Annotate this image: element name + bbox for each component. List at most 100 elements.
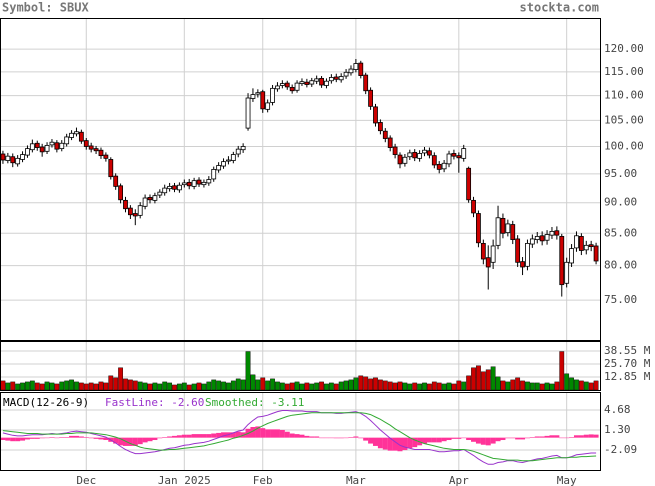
macd-histogram-bar [304,435,310,438]
volume-bar [574,379,579,391]
x-tick-label: Jan 2025 [158,474,211,486]
candle-body [147,197,153,201]
candle-body [196,179,202,185]
macd-histogram-bar [461,437,467,439]
macd-histogram-bar [426,437,432,443]
macd-histogram-bar [299,434,305,438]
macd-histogram-bar [569,437,575,438]
candle-body [191,180,197,187]
candle-body [314,78,320,82]
candle-body [240,146,246,151]
candle-body [324,80,329,86]
candle-body [382,130,388,139]
volume-bar [314,382,320,391]
volume-bar [226,382,231,391]
macd-histogram-bar [387,437,393,451]
macd-histogram-bar [39,437,45,439]
macd-histogram-bar [377,437,383,449]
candle-body [373,106,378,124]
candle-body [358,62,364,76]
volume-bar [221,381,226,391]
volume-bar [20,382,25,391]
volume-bar [373,377,378,391]
volume-bar [181,382,187,391]
candle-body [539,235,545,242]
candle-body [265,102,271,110]
macd-histogram-bar [294,434,300,438]
macd-histogram-bar [593,434,599,438]
x-tick-label: May [557,474,577,486]
macd-histogram-bar [255,426,261,438]
macd-histogram-bar [270,429,276,438]
candle-body [495,217,501,246]
volume-bar [113,377,119,391]
candle-body [544,234,550,241]
volume-bar [480,371,486,391]
macd-histogram-bar [289,433,295,438]
candle-body [328,77,334,82]
candle-body [0,153,6,161]
candle-body [343,71,349,77]
volume-bar [324,383,329,391]
macd-histogram-bar [34,437,40,439]
macd-histogram-bar [549,435,555,438]
volume-bar [500,380,506,391]
macd-histogram-bar [353,436,359,438]
candle-body [137,205,143,216]
panel-frame [0,18,601,341]
volume-bar [554,381,560,391]
candle-body [211,168,217,180]
volume-bar [353,377,359,391]
macd-histogram-bar [69,435,75,438]
candle-body [466,167,472,201]
candle-body [309,80,315,85]
candle-body [93,148,99,152]
y-tick-label: 25.70 M [604,357,651,370]
volume-bar [289,382,295,391]
macd-histogram-bar [475,437,481,444]
candle-body [59,142,65,150]
volume-bar [417,383,423,391]
volume-bar [407,383,413,391]
candle-body [363,74,369,92]
candle-body [108,159,114,178]
candle-body [304,81,310,85]
candle-body [476,213,481,244]
volume-bar [476,365,481,391]
y-tick-label: 115.00 [604,65,644,78]
macd-histogram-bar [157,437,163,439]
volume-bar [515,377,521,391]
volume-bar [461,381,467,391]
volume-bar [103,382,109,391]
candle-body [15,157,21,165]
macd-histogram-bar [466,437,472,441]
candle-body [177,184,182,191]
macd-histogram-bar [368,437,374,444]
volume-bar [593,380,599,391]
volume-bar [270,378,275,391]
legend-entry: Smoothed: -3.11 [205,396,304,409]
macd-histogram-bar [446,437,452,441]
volume-bar [544,382,550,391]
candle-body [260,91,266,110]
macd-histogram-bar [392,437,398,451]
candle-body [5,155,11,161]
volume-bar [123,378,128,391]
volume-bar [255,379,261,391]
candle-body [69,132,74,138]
candle-body [461,148,467,159]
macd-histogram-bar [471,437,477,442]
candle-body [485,257,491,268]
volume-bar [333,383,339,391]
macd-histogram-bar [309,436,315,438]
candle-body [54,142,60,150]
volume-bar [78,382,84,391]
candle-body [510,224,516,240]
x-tick-label: Mar [346,474,366,486]
candle-body [201,181,207,186]
macd-line [2,410,597,465]
volume-bar [348,379,354,391]
macd-histogram-bar [260,428,266,438]
volume-bar [485,369,491,391]
macd-histogram-bar [162,437,168,438]
